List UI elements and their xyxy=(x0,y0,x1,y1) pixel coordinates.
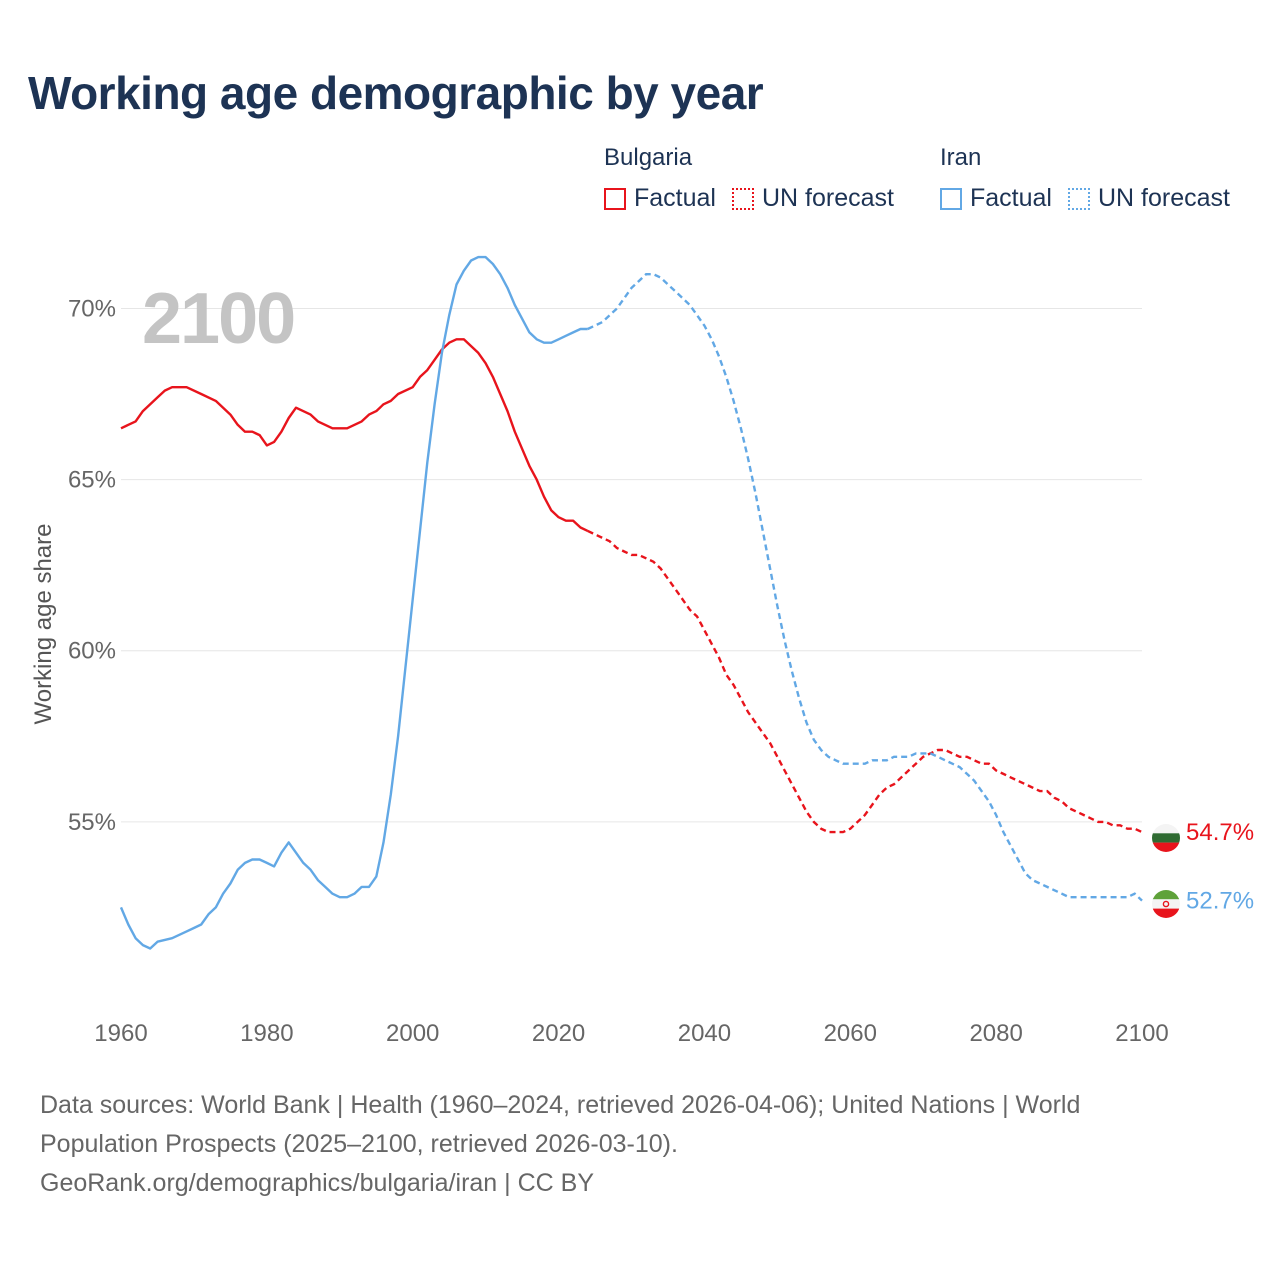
end-label-iran: 52.7% xyxy=(1186,888,1254,915)
legend-bulgaria-factual[interactable]: Factual xyxy=(604,184,716,213)
legend-swatch-iran-factual xyxy=(940,187,962,210)
legend-bulgaria-forecast[interactable]: UN forecast xyxy=(731,184,894,213)
end-markers xyxy=(1152,824,1180,918)
legend-iran-name: Iran xyxy=(940,144,982,171)
flag-iran-icon xyxy=(1152,890,1180,918)
year-watermark: 2100 xyxy=(142,279,294,359)
sources-link[interactable]: GeoRank.org/demographics/bulgaria/iran |… xyxy=(40,1169,594,1197)
series-line-bulgaria-factual xyxy=(120,338,589,532)
legend-label-bulgaria-factual: Factual xyxy=(634,184,716,212)
line-chart: 2100 55% 60% 65% 70% 1960 1980 2000 2020 2040 20… xyxy=(30,255,1254,1047)
data-sources: Data sources: World Bank | Health (1960–… xyxy=(40,1086,1160,1203)
y-tick-label: 60% xyxy=(68,638,116,665)
x-tick-label: 2060 xyxy=(824,1020,877,1047)
y-tick-label: 70% xyxy=(68,295,116,322)
legend-swatch-bulgaria-forecast xyxy=(731,187,754,210)
y-axis-label: Working age share xyxy=(30,524,57,725)
legend-iran: Iran Factual UN forecast xyxy=(940,144,1246,213)
x-tick-label: 2080 xyxy=(969,1020,1022,1047)
x-tick-label: 2000 xyxy=(386,1020,439,1047)
legend-label-iran-forecast: UN forecast xyxy=(1097,184,1230,212)
legend-bulgaria: Bulgaria Factual UN forecast xyxy=(604,144,910,213)
x-tick-label: 2100 xyxy=(1115,1020,1168,1047)
series-lines xyxy=(119,255,1143,950)
legend-iran-forecast[interactable]: UN forecast xyxy=(1067,184,1230,213)
series-line-bulgaria-forecast xyxy=(587,529,1143,834)
x-tick-label: 2020 xyxy=(532,1020,585,1047)
legend-swatch-iran-forecast xyxy=(1067,187,1090,210)
end-label-bulgaria: 54.7% xyxy=(1186,819,1254,846)
legend-iran-factual[interactable]: Factual xyxy=(940,184,1052,213)
legend-label-iran-factual: Factual xyxy=(970,184,1052,212)
x-tick-label: 2040 xyxy=(678,1020,731,1047)
grid-lines xyxy=(121,307,1142,823)
x-tick-label: 1980 xyxy=(240,1020,293,1047)
y-axis-ticks: 55% 60% 65% 70% xyxy=(68,295,116,835)
series-line-iran-forecast xyxy=(587,273,1143,902)
sources-text: Data sources: World Bank | Health (1960–… xyxy=(40,1091,1081,1158)
x-axis-ticks: 1960 1980 2000 2020 2040 2060 2080 2100 xyxy=(94,1020,1168,1047)
series-line-iran-factual xyxy=(119,255,588,950)
legend-swatch-bulgaria-factual xyxy=(604,187,626,210)
x-tick-label: 1960 xyxy=(94,1020,147,1047)
end-labels: 54.7% 52.7% xyxy=(1186,819,1254,914)
chart-title: Working age demographic by year xyxy=(28,67,764,119)
flag-bulgaria-icon xyxy=(1152,824,1180,852)
legend-label-bulgaria-forecast: UN forecast xyxy=(761,184,894,212)
legend-bulgaria-name: Bulgaria xyxy=(604,144,693,171)
y-tick-label: 55% xyxy=(68,809,116,836)
y-tick-label: 65% xyxy=(68,467,116,494)
